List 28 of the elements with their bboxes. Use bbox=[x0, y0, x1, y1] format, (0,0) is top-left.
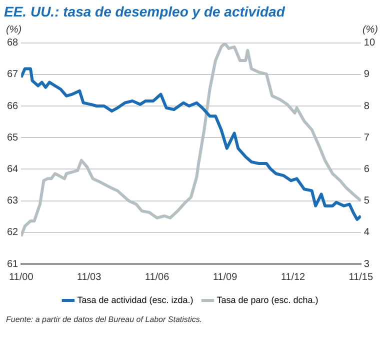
y-tick-label: 65 bbox=[7, 132, 19, 144]
y-tick-label: 63 bbox=[7, 196, 19, 207]
y2-axis-title: (%) bbox=[362, 24, 378, 36]
x-tick-label: 11/15 bbox=[348, 272, 374, 283]
y-tick-label: 67 bbox=[7, 69, 19, 80]
y2-tick-label: 4 bbox=[364, 227, 370, 238]
legend-label: Tasa de paro (esc. dcha.) bbox=[216, 294, 318, 305]
x-tick-label: 11/06 bbox=[144, 272, 170, 283]
y2-tick-label: 10 bbox=[364, 38, 376, 49]
y2-tick-label: 3 bbox=[364, 258, 370, 270]
y-tick-label: 68 bbox=[7, 38, 19, 49]
y2-tick-label: 7 bbox=[364, 132, 370, 144]
x-tick-label: 11/03 bbox=[76, 272, 102, 283]
y2-tick-label: 5 bbox=[364, 196, 370, 207]
y2-tick-label: 6 bbox=[364, 164, 370, 175]
y2-tick-label: 8 bbox=[364, 100, 370, 112]
y-tick-label: 66 bbox=[7, 100, 19, 112]
legend-label: Tasa de actividad (esc. izda.) bbox=[77, 294, 194, 305]
y-tick-label: 61 bbox=[7, 258, 19, 270]
y-axis-title: (%) bbox=[6, 24, 22, 36]
x-tick-label: 11/00 bbox=[8, 272, 34, 283]
y2-tick-label: 9 bbox=[364, 69, 370, 80]
chart-title: EE. UU.: tasa de desempleo y de actividad bbox=[4, 3, 286, 20]
source-note: Fuente: a partir de datos del Bureau of Labor Statistics. bbox=[5, 315, 204, 324]
y-tick-label: 64 bbox=[7, 164, 19, 175]
x-tick-label: 11/09 bbox=[212, 272, 238, 283]
y-tick-label: 62 bbox=[7, 227, 19, 238]
x-tick-label: 11/12 bbox=[280, 272, 306, 283]
